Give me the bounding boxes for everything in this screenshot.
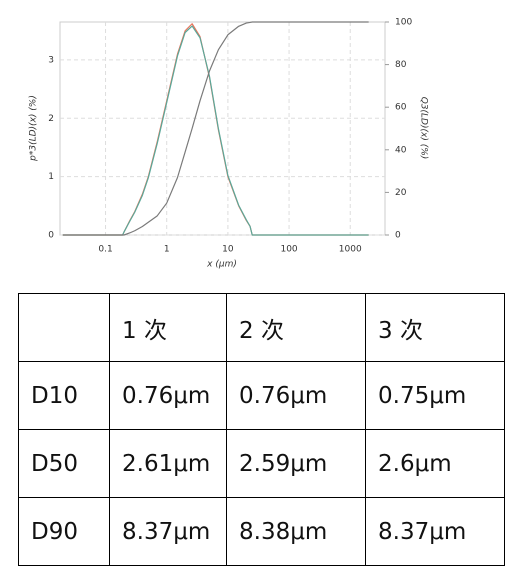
row-label: D50 [18,429,110,498]
plot-frame [59,21,386,236]
cell: 8.37μm [365,497,505,566]
y2-tick-label: 60 [395,103,407,113]
series-line [62,21,369,236]
x-tick-label: 100 [280,245,297,255]
corner-cell [18,293,110,362]
cell: 2.61μm [109,429,227,498]
row-label: D90 [18,497,110,566]
cell: 0.76μm [226,361,366,430]
row-label: D10 [18,361,110,430]
x-tick-label: 1000 [339,245,362,255]
header-cell: 1 次 [109,293,227,362]
cell: 0.75μm [365,361,505,430]
cell: 2.59μm [226,429,366,498]
x-tick-label: 1 [164,245,170,255]
y2-tick-label: 40 [395,145,407,155]
cell: 0.76μm [109,361,227,430]
x-tick-label: 0.1 [98,245,112,255]
x-tick-label: 10 [222,245,234,255]
y2-tick-label: 0 [395,231,401,241]
y-axis-label: p*3(LD)(x) (%) [29,95,39,162]
stats-table: 1 次 2 次 3 次 D10 0.76μm 0.76μm 0.75μm D50… [18,293,505,566]
y-tick-label: 1 [48,172,54,182]
chart: x (µm) p*3(LD)(x) (%) Q3(LD)(x) (%) 0.1 1… [29,18,429,270]
x-axis-label: x (µm) [206,260,237,270]
series-line [62,25,369,236]
y2-tick-label: 80 [395,60,407,70]
y2-axis-label: Q3(LD)(x) (%) [419,97,429,160]
y-tick-label: 2 [48,114,54,124]
cell: 8.38μm [226,497,366,566]
cell: 8.37μm [109,497,227,566]
y2-tick-label: 100 [395,18,412,28]
y2-tick-label: 20 [395,188,407,198]
header-cell: 2 次 [226,293,366,362]
header-cell: 3 次 [365,293,505,362]
cell: 2.6μm [365,429,505,498]
y-tick-label: 3 [48,55,54,65]
y-tick-label: 0 [48,231,54,241]
